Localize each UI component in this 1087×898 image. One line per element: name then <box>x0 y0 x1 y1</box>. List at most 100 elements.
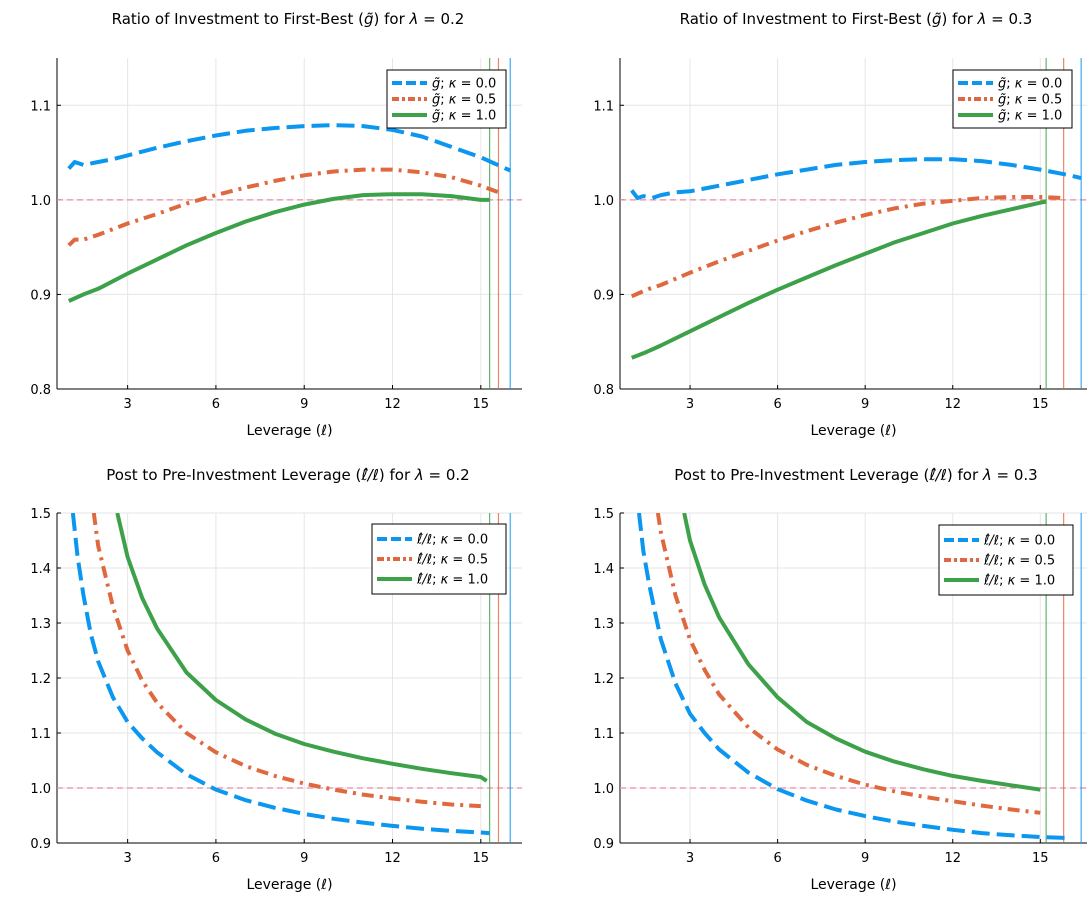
legend-box <box>952 69 1073 129</box>
x-tick-label: 6 <box>212 851 220 866</box>
legend-label-1: ℓ̂/ℓ; κ = 0.0 <box>416 533 488 548</box>
legend-math-symbol: g̃ <box>432 77 440 92</box>
legend-math-kappa: κ = <box>1008 574 1035 589</box>
x-tick-label: 9 <box>861 397 869 412</box>
legend-box <box>386 69 507 129</box>
legend-label-2: g̃; κ = 0.5 <box>432 93 496 108</box>
legend-value: 1.0 <box>467 573 488 588</box>
series-line-2 <box>655 513 1041 815</box>
legend-math-kappa: κ = <box>1015 93 1042 108</box>
legend-math-kappa: κ = <box>441 573 468 588</box>
legend-math-kappa: κ = <box>449 77 476 92</box>
y-tick-label: 1.3 <box>30 617 51 632</box>
title-math-symbol: g̃ <box>364 10 374 28</box>
title-text: Ratio of Investment to First-Best ( <box>680 10 932 28</box>
title-value: 0.2 <box>446 466 470 484</box>
legend-value: 1.0 <box>1034 574 1055 589</box>
legend-math-symbol: ℓ̂/ℓ <box>416 573 432 588</box>
x-axis-label-text: Leverage ( <box>246 877 321 893</box>
legend-label-3: g̃; κ = 1.0 <box>432 109 496 124</box>
x-tick-label: 3 <box>686 851 694 866</box>
x-tick-label: 12 <box>384 851 401 866</box>
x-axis-label-text: Leverage ( <box>810 877 885 893</box>
y-tick-label: 1.0 <box>593 782 614 797</box>
y-tick-label: 1.2 <box>593 672 614 687</box>
y-tick-label: 0.9 <box>593 837 614 852</box>
legend-math-kappa: κ = <box>1008 554 1035 569</box>
chart-panel-3: 3 6 9 12 15 0.9 1.0 1.1 1.2 1.3 1.4 1.5 Post to Pre-… <box>30 466 522 893</box>
legend-sep: ; <box>432 573 441 588</box>
title-text: ) for <box>379 466 415 484</box>
series-line-2 <box>630 195 1064 299</box>
series-line-2 <box>67 167 500 247</box>
legend-math-symbol: g̃ <box>998 93 1006 108</box>
series-line-1 <box>67 123 512 173</box>
legend-math-symbol: g̃ <box>998 77 1006 92</box>
legend-value: 1.0 <box>476 109 497 124</box>
x-tick-label: 15 <box>473 851 490 866</box>
x-tick-label: 9 <box>300 397 308 412</box>
series-line-1 <box>70 513 490 836</box>
x-tick-label: 6 <box>773 397 781 412</box>
y-tick-label: 1.1 <box>30 99 51 114</box>
legend-value: 0.5 <box>1034 554 1055 569</box>
title-math-lambda: λ = <box>409 10 441 28</box>
y-tick-label: 1.1 <box>593 727 614 742</box>
x-tick-label: 6 <box>773 851 781 866</box>
chart-title: Post to Pre-Investment Leverage (ℓ̂/ℓ) f… <box>674 466 1037 484</box>
legend-value: 0.5 <box>467 553 488 568</box>
title-text: Post to Pre-Investment Leverage ( <box>106 466 361 484</box>
x-axis-label: Leverage (ℓ) <box>246 877 332 893</box>
legend-label-2: ℓ̂/ℓ; κ = 0.5 <box>416 553 488 568</box>
legend-math-kappa: κ = <box>441 533 468 548</box>
x-tick-label: 9 <box>300 851 308 866</box>
title-math-symbol: g̃ <box>932 10 942 28</box>
x-axis-label-math: ℓ <box>884 423 891 439</box>
legend-value: 1.0 <box>1042 109 1063 124</box>
legend: g̃; κ = 0.0g̃; κ = 0.5g̃; κ = 1.0 <box>386 69 507 129</box>
legend: g̃; κ = 0.0g̃; κ = 0.5g̃; κ = 1.0 <box>952 69 1073 129</box>
legend-label-1: ℓ̂/ℓ; κ = 0.0 <box>983 534 1055 549</box>
legend-math-symbol: ℓ̂/ℓ <box>983 534 999 549</box>
x-axis-label-text: ) <box>891 423 896 439</box>
legend-math-symbol: ℓ̂/ℓ <box>983 574 999 589</box>
x-tick-label: 12 <box>944 851 961 866</box>
legend-label-1: g̃; κ = 0.0 <box>432 77 496 92</box>
x-axis-label-text: Leverage ( <box>810 423 885 439</box>
legend-sep: ; <box>1006 93 1015 108</box>
legend-label-3: g̃; κ = 1.0 <box>998 109 1062 124</box>
legend-sep: ; <box>1006 109 1015 124</box>
legend-sep: ; <box>440 77 449 92</box>
title-text: Ratio of Investment to First-Best ( <box>112 10 364 28</box>
chart-panel-4: 3 6 9 12 15 0.9 1.0 1.1 1.2 1.3 1.4 1.5 Post to Pre-… <box>593 466 1087 893</box>
y-tick-label: 1.0 <box>593 194 614 209</box>
x-tick-label: 3 <box>123 851 131 866</box>
x-axis-label-math: ℓ <box>884 877 891 893</box>
chart-title: Ratio of Investment to First-Best (g̃) f… <box>112 10 465 28</box>
title-math-symbol: ℓ̂/ℓ <box>928 466 946 484</box>
legend-sep: ; <box>1006 77 1015 92</box>
y-tick-label: 1.4 <box>30 562 51 577</box>
y-tick-label: 1.0 <box>30 782 51 797</box>
title-math-lambda: λ = <box>982 466 1014 484</box>
legend-math-kappa: κ = <box>1008 534 1035 549</box>
legend-value: 0.0 <box>1042 77 1063 92</box>
x-axis-label: Leverage (ℓ) <box>810 423 896 439</box>
x-tick-label: 12 <box>944 397 961 412</box>
series-line-1 <box>630 157 1082 200</box>
legend-value: 0.5 <box>1042 93 1063 108</box>
chart-title: Ratio of Investment to First-Best (g̃) f… <box>680 10 1033 28</box>
legend-label-2: g̃; κ = 0.5 <box>998 93 1062 108</box>
legend-math-symbol: g̃ <box>432 93 440 108</box>
y-tick-label: 0.8 <box>593 383 614 398</box>
legend-value: 0.0 <box>467 533 488 548</box>
legend-math-kappa: κ = <box>449 93 476 108</box>
legend-math-symbol: g̃ <box>432 109 440 124</box>
y-tick-label: 1.5 <box>593 507 614 522</box>
legend-sep: ; <box>440 93 449 108</box>
y-tick-label: 0.9 <box>30 837 51 852</box>
title-text: ) for <box>942 10 978 28</box>
series-line-3 <box>115 513 488 783</box>
x-tick-label: 12 <box>384 397 401 412</box>
y-tick-label: 1.0 <box>30 194 51 209</box>
